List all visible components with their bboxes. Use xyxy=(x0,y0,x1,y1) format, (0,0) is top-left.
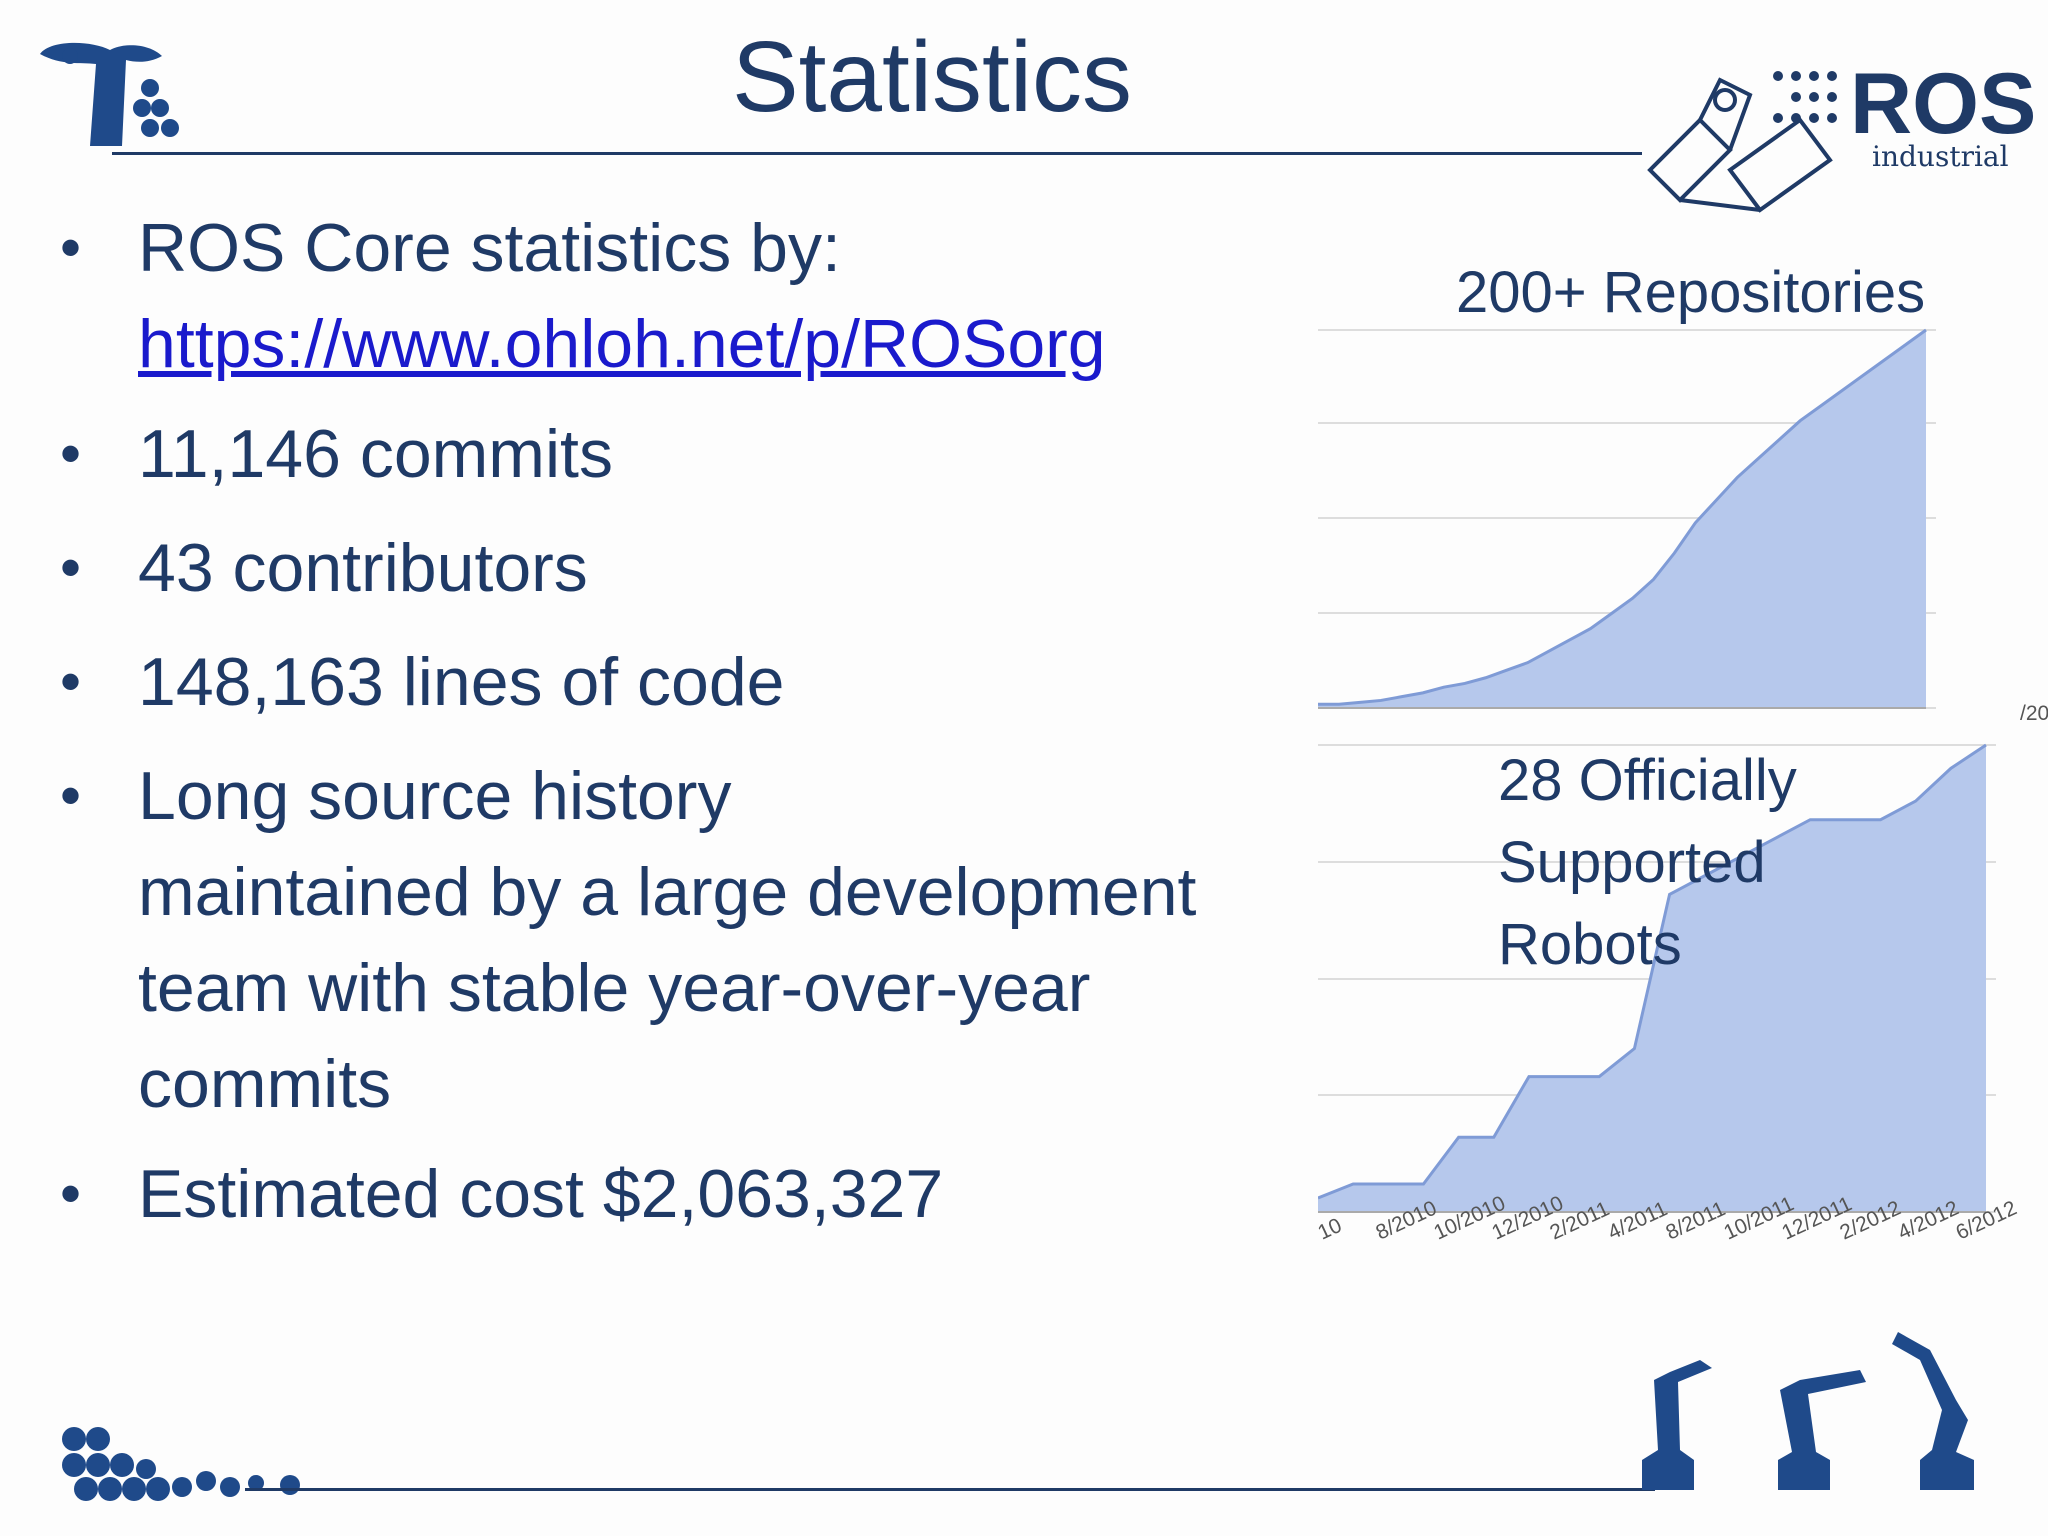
bullet-dot: • xyxy=(60,762,82,829)
chart-title-robots: 28 Officially Supported Robots xyxy=(1498,748,1797,977)
bullet-text: Long source history xyxy=(138,758,732,834)
bullet-text: 148,163 lines of code xyxy=(138,644,785,720)
x-tick-label: 10 xyxy=(1318,1214,1345,1245)
bullet-dot: • xyxy=(60,534,82,601)
area-line xyxy=(1317,743,1987,1200)
area-fill xyxy=(1318,330,1926,708)
bullet-item: • 43 contributors xyxy=(60,520,1310,616)
ros-industrial-emblem-icon xyxy=(40,42,179,146)
bullet-dot: • xyxy=(60,648,82,715)
bullet-dot: • xyxy=(60,1160,82,1227)
bullet-dot: • xyxy=(60,214,82,281)
bullet-item: • 148,163 lines of code xyxy=(60,634,1310,730)
bullet-item: • Estimated cost $2,063,327 xyxy=(60,1146,1310,1242)
x-tick-label: /2013 xyxy=(2020,702,2048,725)
bullet-item: • 11,146 commits xyxy=(60,406,1310,502)
area-line xyxy=(1318,328,1927,706)
bullet-text: team with stable year-over-year xyxy=(138,950,1091,1026)
bullet-text: commits xyxy=(138,1046,392,1122)
hexagon-pattern-icon xyxy=(62,1427,300,1501)
bullet-text: 11,146 commits xyxy=(138,416,613,492)
ros-logo-subtitle: industrial xyxy=(1872,140,2009,173)
footer-divider xyxy=(245,1488,1655,1491)
industrial-robots-icon xyxy=(1642,1332,1974,1490)
bullet-item: • ROS Core statistics by: https://www.oh… xyxy=(60,200,1310,392)
bullet-dot: • xyxy=(60,420,82,487)
ohloh-link[interactable]: https://www.ohloh.net/p/ROSorg xyxy=(138,306,1106,382)
bullet-text: Estimated cost $2,063,327 xyxy=(138,1156,944,1232)
robot-arm-logo-icon xyxy=(1647,77,1833,213)
ros-logo-text: ROS xyxy=(1850,56,2037,152)
bullet-text: maintained by a large development xyxy=(138,854,1197,930)
ros-dots-icon xyxy=(1773,71,1837,123)
slide-title: Statistics xyxy=(731,21,1133,133)
bullet-text: 43 contributors xyxy=(138,530,588,606)
bullet-list: • ROS Core statistics by: https://www.oh… xyxy=(60,200,1310,1242)
bullet-item: • Long source history maintained by a la… xyxy=(60,748,1310,1132)
area-fill xyxy=(1318,745,1986,1212)
title-divider xyxy=(112,152,1642,155)
charts-panel: /2013108/201010/201012/20102/20114/20118… xyxy=(1314,230,2048,1300)
bullet-text: ROS Core statistics by: xyxy=(138,210,841,286)
chart-title-repositories: 200+ Repositories xyxy=(1456,260,1926,325)
area-charts: /2013108/201010/201012/20102/20114/20118… xyxy=(1314,328,2048,1245)
